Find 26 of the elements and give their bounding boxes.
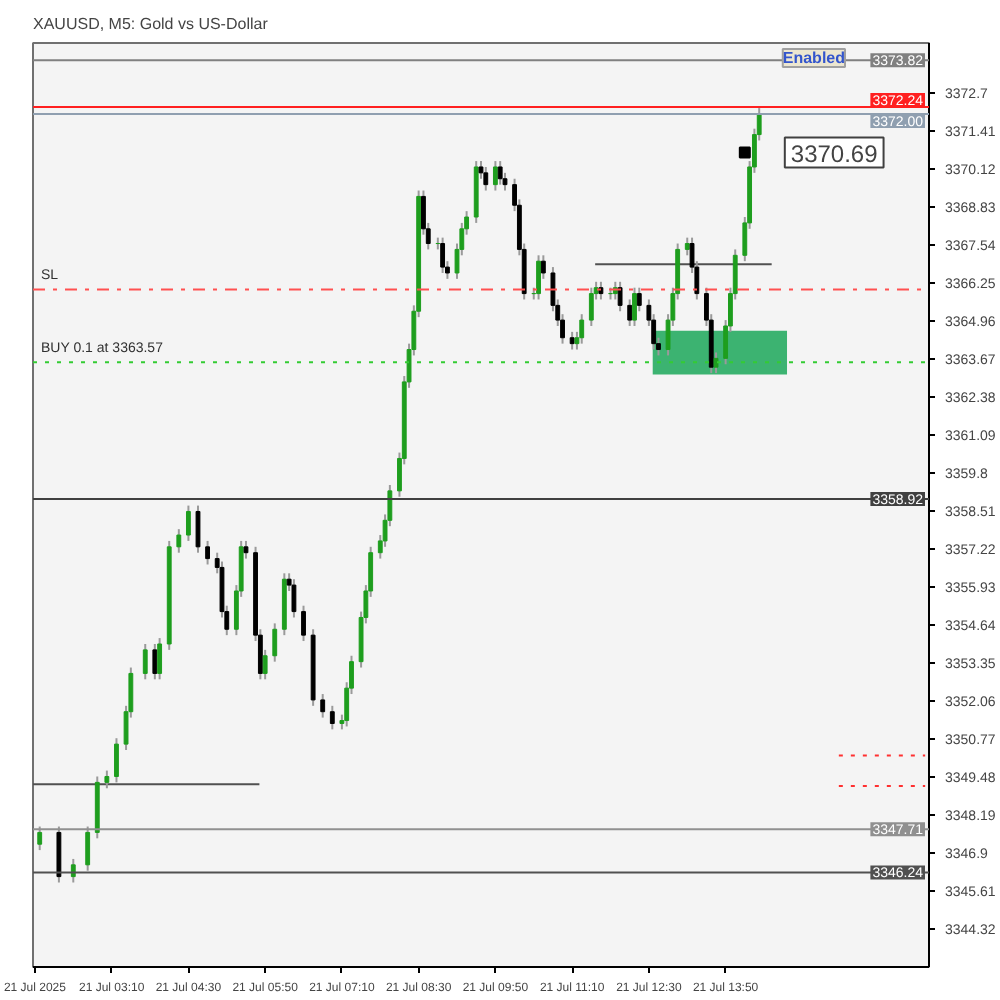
candlestick	[579, 313, 585, 345]
candlestick	[70, 857, 76, 884]
candlestick	[176, 528, 182, 554]
candlestick	[329, 704, 335, 731]
candlestick	[632, 286, 637, 327]
candlestick	[301, 604, 306, 643]
candlestick	[157, 637, 163, 681]
candlestick	[440, 236, 446, 274]
candlestick	[320, 693, 326, 719]
candlestick	[205, 539, 211, 566]
candlestick	[291, 578, 297, 619]
candlestick	[497, 160, 503, 186]
candlestick	[588, 286, 594, 327]
candlestick	[272, 622, 278, 663]
candlestick	[114, 737, 119, 784]
candlestick	[617, 280, 623, 313]
candlestick	[536, 254, 541, 301]
annotation: Enabled	[782, 49, 846, 67]
candlestick	[152, 642, 158, 681]
candlestick	[195, 504, 201, 554]
annotation: 3370.69	[790, 139, 879, 168]
candlestick	[492, 160, 498, 192]
candlestick	[483, 165, 489, 192]
candlestick	[142, 642, 148, 681]
candlestick	[185, 504, 191, 542]
chart-title: XAUUSD, M5: Gold vs US-Dollar	[33, 15, 269, 33]
